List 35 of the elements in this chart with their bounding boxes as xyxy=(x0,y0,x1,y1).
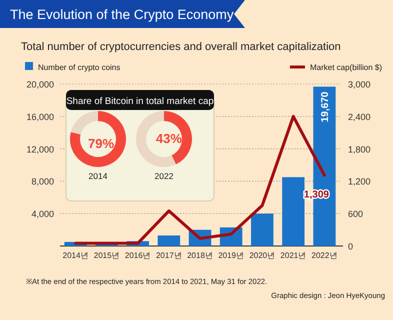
y-tick-label: 4,000 xyxy=(31,209,54,220)
x-tick-label: 2022년 xyxy=(312,251,338,260)
x-tick-label: 2017년 xyxy=(156,251,182,260)
data-label: 43% xyxy=(156,130,182,146)
chart-title: The Evolution of the Crypto Economy xyxy=(10,7,234,22)
x-tick-label: 2021년 xyxy=(280,251,306,260)
x-tick-label: 2014년 xyxy=(62,251,88,260)
data-label: 19,670 xyxy=(320,91,331,122)
y2-tick-label: 1,800 xyxy=(348,144,371,154)
legend-label: Market cap(billion $) xyxy=(310,63,382,72)
y2-tick-label: 1,200 xyxy=(348,176,371,187)
data-label: 79% xyxy=(88,136,115,151)
x-tick-label: 2020년 xyxy=(249,251,276,260)
chart-title: Share of Bitcoin in total market cap xyxy=(66,96,214,107)
y-tick-label: 8,000 xyxy=(31,176,54,187)
x-tick-label: 2015년 xyxy=(94,251,120,260)
y2-tick-label: 0 xyxy=(348,242,354,252)
y2-tick-label: 3,000 xyxy=(348,80,371,90)
bar xyxy=(282,177,305,246)
text: 2022 xyxy=(154,171,174,181)
chart-subtitle: Total number of cryptocurrencies and overall market capitalization xyxy=(21,41,341,53)
bar xyxy=(158,235,180,246)
text: 2014 xyxy=(88,171,108,181)
donut-slice xyxy=(70,111,98,135)
y2-tick-label: 600 xyxy=(348,209,364,220)
y-tick-label: 16,000 xyxy=(26,112,54,122)
x-tick-label: 2019년 xyxy=(218,251,244,260)
legend-label: Number of crypto coins xyxy=(38,63,120,72)
x-tick-label: 2018년 xyxy=(187,251,213,260)
x-tick-label: 2016년 xyxy=(124,251,151,260)
y2-tick-label: 2,400 xyxy=(348,112,371,122)
donut-slice xyxy=(70,111,126,167)
y-tick-label: 20,000 xyxy=(26,80,54,90)
y-tick-label: 12,000 xyxy=(26,144,54,154)
bar xyxy=(251,214,274,246)
